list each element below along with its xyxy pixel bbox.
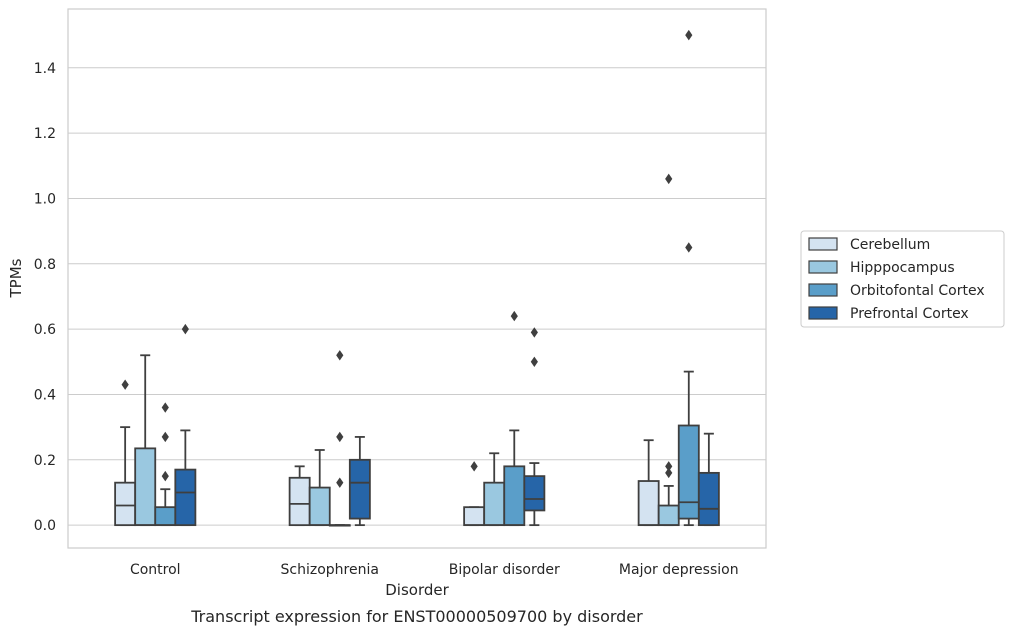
legend-swatch bbox=[808, 306, 838, 320]
box bbox=[657, 173, 680, 527]
box bbox=[288, 465, 311, 527]
box-body bbox=[483, 481, 506, 527]
outlier-point bbox=[336, 431, 344, 443]
box bbox=[697, 432, 720, 527]
y-tick-label: 1.2 bbox=[34, 126, 56, 142]
box bbox=[348, 436, 371, 527]
grid-lines bbox=[68, 67, 766, 526]
outlier-point bbox=[161, 402, 169, 413]
box-body bbox=[308, 486, 331, 527]
box bbox=[677, 29, 700, 527]
x-tick-label: Bipolar disorder bbox=[449, 562, 560, 578]
box bbox=[328, 350, 351, 527]
x-tick-label: Major depression bbox=[619, 562, 739, 578]
outlier-point bbox=[530, 356, 538, 367]
box-body bbox=[288, 476, 311, 527]
box-body bbox=[503, 465, 526, 527]
box-body bbox=[174, 468, 197, 527]
y-tick-label: 0.8 bbox=[34, 257, 56, 273]
legend-swatch bbox=[808, 283, 838, 297]
box bbox=[503, 310, 526, 527]
legend: Cerebellum Hipppocampus Orbitofontal Corte… bbox=[800, 230, 1005, 328]
legend-label: Prefrontal Cortex bbox=[850, 306, 969, 322]
box-body bbox=[677, 424, 700, 520]
box bbox=[308, 449, 331, 527]
x-axis-title: Disorder bbox=[385, 581, 449, 599]
x-tick-label: Schizophrenia bbox=[281, 562, 379, 578]
box-body bbox=[348, 458, 371, 520]
outlier-point bbox=[161, 431, 169, 443]
box bbox=[114, 379, 137, 527]
legend-swatch bbox=[808, 237, 838, 251]
box bbox=[174, 323, 197, 527]
y-tick-label: 0.4 bbox=[34, 387, 56, 403]
box-body bbox=[637, 480, 660, 527]
outlier-point bbox=[470, 461, 478, 472]
legend-label: Cerebellum bbox=[850, 237, 930, 253]
outlier-point bbox=[685, 242, 693, 253]
y-tick-label: 0.6 bbox=[34, 322, 56, 338]
legend-label: Hipppocampus bbox=[850, 260, 955, 276]
y-tick-label: 0.0 bbox=[34, 518, 56, 534]
legend-frame bbox=[800, 230, 1005, 328]
y-tick-label: 1.4 bbox=[34, 61, 56, 77]
outlier-point bbox=[665, 461, 673, 472]
legend-swatch bbox=[808, 260, 838, 274]
y-axis-title: TPMs bbox=[7, 258, 25, 298]
outlier-point bbox=[161, 470, 169, 482]
box bbox=[134, 354, 157, 527]
chart-caption: Transcript expression for ENST0000050970… bbox=[190, 607, 643, 626]
box-body bbox=[697, 471, 720, 527]
legend-label: Orbitofontal Cortex bbox=[850, 283, 985, 299]
box bbox=[154, 402, 177, 527]
box bbox=[637, 439, 660, 527]
outlier-point bbox=[685, 29, 693, 41]
box-body bbox=[154, 506, 177, 527]
outlier-point bbox=[336, 350, 344, 361]
y-tick-labels: 0.0 0.2 0.4 0.6 0.8 1.0 1.2 1.4 bbox=[34, 61, 56, 534]
outlier-point bbox=[530, 327, 538, 338]
y-tick-label: 0.2 bbox=[34, 453, 56, 469]
box bbox=[463, 461, 486, 527]
box-body bbox=[134, 447, 157, 527]
box-body bbox=[463, 506, 486, 527]
x-tick-labels: Control Schizophrenia Bipolar disorder Majo… bbox=[130, 562, 739, 578]
outlier-point bbox=[665, 467, 673, 479]
box-groups bbox=[114, 29, 720, 527]
y-tick-label: 1.0 bbox=[34, 191, 56, 207]
box-body bbox=[657, 504, 680, 527]
box bbox=[483, 452, 506, 527]
outlier-point bbox=[121, 379, 129, 390]
x-tick-label: Control bbox=[130, 562, 181, 578]
outlier-point bbox=[665, 173, 673, 185]
outlier-point bbox=[510, 310, 518, 322]
box bbox=[523, 327, 546, 527]
box-body bbox=[523, 475, 546, 512]
outlier-point bbox=[181, 323, 189, 335]
outlier-point bbox=[336, 477, 344, 488]
box-body bbox=[114, 481, 137, 527]
plot-frame bbox=[67, 8, 767, 549]
